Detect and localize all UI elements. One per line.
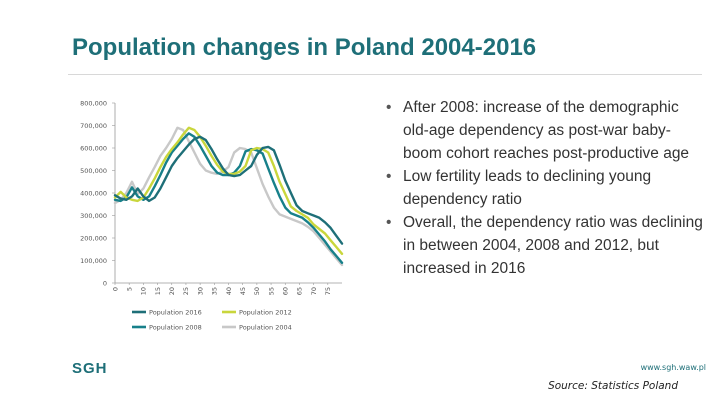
x-tick-label: 50 <box>253 287 261 295</box>
y-tick-label: 500,000 <box>80 167 107 175</box>
x-tick-label: 55 <box>267 287 275 295</box>
sgh-logo: SGH <box>72 360 108 377</box>
legend-label: Population 2016 <box>149 308 202 316</box>
bullet-list: After 2008: increase of the demographic … <box>384 96 706 280</box>
x-tick-label: 40 <box>225 287 233 295</box>
y-tick-label: 100,000 <box>80 257 107 265</box>
series-line-population-2008 <box>113 132 344 265</box>
bullet-item: Overall, the dependency ratio was declin… <box>384 211 706 280</box>
x-tick-label: 30 <box>196 287 204 295</box>
series-line-population-2004 <box>113 126 344 267</box>
y-tick-label: 700,000 <box>80 122 107 130</box>
bullet-item: After 2008: increase of the demographic … <box>384 96 706 165</box>
x-tick-label: 5 <box>125 287 133 291</box>
x-tick-label: 15 <box>154 287 162 295</box>
bullet-item: Low fertility leads to declining young d… <box>384 165 706 211</box>
series-line-population-2016 <box>113 135 344 245</box>
series-line-population-2012 <box>113 126 344 256</box>
y-tick-label: 400,000 <box>80 189 107 197</box>
x-tick-label: 70 <box>310 287 318 295</box>
x-tick-label: 60 <box>282 287 290 295</box>
slide-title: Population changes in Poland 2004-2016 <box>72 34 537 61</box>
x-tick-label: 35 <box>211 287 219 295</box>
title-divider <box>68 74 702 75</box>
x-tick-label: 10 <box>140 287 148 295</box>
y-tick-label: 600,000 <box>80 144 107 152</box>
population-line-chart: 0 100,000 200,000 300,000 400,000 500,000 600,… <box>80 99 344 331</box>
x-tick-label: 25 <box>182 287 190 295</box>
y-tick-label: 200,000 <box>80 234 107 242</box>
website-link[interactable]: www.sgh.waw.pl <box>640 363 706 372</box>
y-tick-label: 0 <box>103 279 107 287</box>
y-tick-label: 300,000 <box>80 212 107 220</box>
x-tick-label: 75 <box>324 287 332 295</box>
legend-label: Population 2008 <box>149 323 202 331</box>
y-tick-label: 800,000 <box>80 99 107 107</box>
legend-label: Population 2012 <box>239 308 292 316</box>
x-tick-label: 20 <box>168 287 176 295</box>
x-tick-label: 65 <box>296 287 304 295</box>
source-note: Source: Statistics Poland <box>548 380 678 392</box>
x-tick-label: 0 <box>111 287 119 291</box>
legend-label: Population 2004 <box>239 323 292 331</box>
x-tick-label: 45 <box>239 287 247 295</box>
